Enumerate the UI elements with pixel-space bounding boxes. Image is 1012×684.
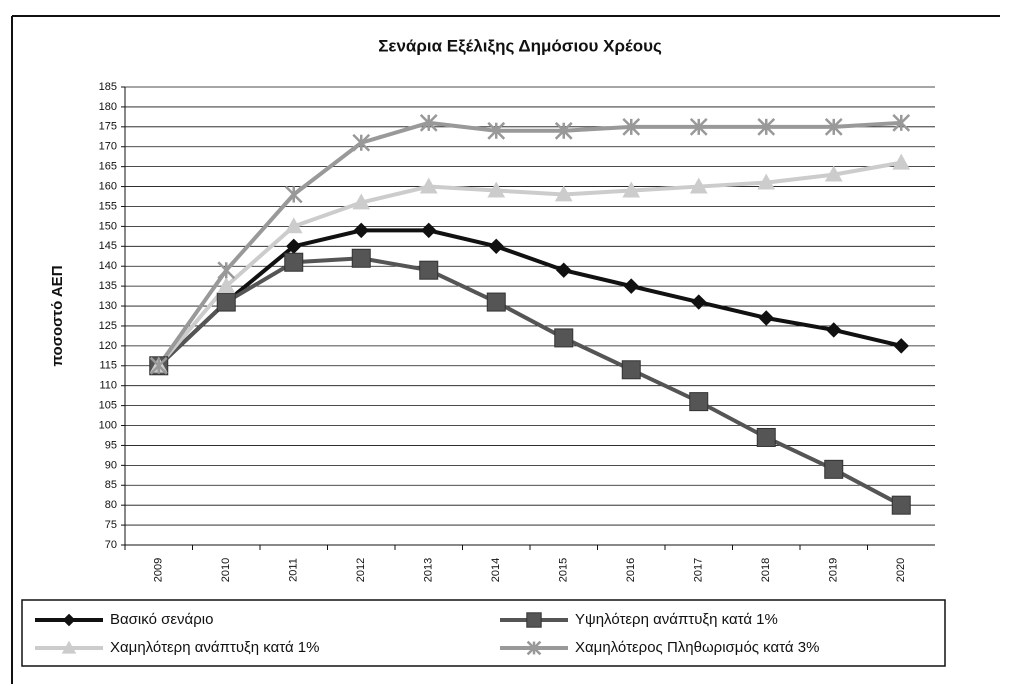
- y-tick-label: 130: [99, 300, 117, 312]
- marker: [691, 294, 707, 310]
- series-line: [157, 160, 902, 368]
- marker: [824, 459, 844, 479]
- marker: [826, 322, 842, 338]
- legend-label: Χαμηλότερη ανάπτυξη κατά 1%: [110, 639, 320, 656]
- y-tick-label: 70: [105, 539, 117, 551]
- legend-label: Βασικό σενάριο: [110, 611, 213, 628]
- y-tick-label: 105: [99, 400, 117, 412]
- y-tick-label: 140: [99, 260, 117, 272]
- marker: [824, 165, 843, 182]
- marker: [758, 310, 774, 326]
- y-tick-label: 115: [99, 360, 117, 372]
- marker: [892, 113, 911, 132]
- x-tick-label: 2013: [423, 558, 435, 582]
- marker: [893, 338, 909, 354]
- y-tick-label: 155: [99, 200, 117, 212]
- marker: [284, 252, 304, 272]
- marker: [61, 640, 77, 654]
- y-tick-label: 75: [105, 519, 117, 531]
- legend-label: Υψηλότερη ανάπτυξη κατά 1%: [575, 611, 778, 628]
- marker: [419, 260, 439, 280]
- marker: [689, 392, 709, 412]
- marker: [756, 427, 776, 447]
- series-line: [157, 256, 903, 507]
- marker: [757, 173, 776, 190]
- marker: [284, 217, 303, 234]
- marker: [556, 262, 572, 278]
- y-axis-label: ποσοστό ΑΕΠ: [49, 265, 66, 366]
- marker: [526, 612, 542, 628]
- marker: [353, 222, 369, 239]
- marker: [689, 117, 708, 136]
- marker: [622, 181, 641, 198]
- x-tick-label: 2018: [760, 558, 772, 582]
- x-tick-label: 2016: [625, 558, 637, 582]
- y-tick-label: 175: [99, 121, 117, 133]
- marker: [554, 328, 574, 348]
- x-tick-label: 2020: [895, 558, 907, 582]
- x-tick-label: 2010: [220, 558, 232, 582]
- x-tick-label: 2014: [490, 558, 502, 582]
- y-tick-label: 100: [99, 419, 117, 431]
- y-tick-label: 80: [105, 499, 117, 511]
- legend-box: [21, 599, 946, 667]
- marker: [421, 222, 437, 239]
- y-tick-label: 135: [99, 280, 117, 292]
- marker: [419, 177, 438, 194]
- series-line: [157, 228, 902, 368]
- x-tick-label: 2012: [355, 558, 367, 582]
- marker: [526, 640, 542, 656]
- y-tick-label: 125: [99, 320, 117, 332]
- y-tick-label: 110: [99, 380, 117, 392]
- marker: [554, 121, 573, 140]
- x-tick-label: 2017: [693, 558, 705, 582]
- y-tick-label: 85: [105, 479, 117, 491]
- y-tick-label: 95: [105, 439, 117, 451]
- marker: [554, 185, 573, 202]
- x-tick-label: 2019: [828, 558, 840, 582]
- x-tick-label: 2011: [288, 558, 300, 582]
- marker: [486, 292, 506, 312]
- marker: [757, 117, 776, 136]
- marker: [352, 133, 371, 152]
- y-tick-label: 160: [99, 180, 117, 192]
- marker: [892, 153, 911, 170]
- marker: [352, 193, 371, 210]
- marker: [351, 248, 371, 268]
- marker: [623, 278, 639, 294]
- marker: [621, 360, 641, 380]
- marker: [487, 121, 506, 140]
- y-tick-label: 185: [99, 81, 117, 93]
- series-line: [157, 120, 902, 367]
- marker: [891, 495, 911, 515]
- marker: [689, 177, 708, 194]
- y-tick-label: 180: [99, 101, 117, 113]
- y-tick-label: 165: [99, 161, 117, 173]
- marker: [488, 238, 504, 255]
- x-tick-label: 2015: [558, 558, 570, 582]
- y-tick-label: 120: [99, 340, 117, 352]
- chart-title: Σενάρια Εξέλιξης Δημόσιου Χρέους: [378, 36, 662, 55]
- x-tick-label: 2009: [153, 558, 165, 582]
- marker: [284, 185, 303, 204]
- marker: [216, 292, 236, 312]
- marker: [149, 356, 168, 375]
- marker: [419, 113, 438, 132]
- marker: [217, 277, 236, 294]
- y-tick-label: 90: [105, 459, 117, 471]
- marker: [487, 181, 506, 198]
- legend-label: Χαμηλότερος Πληθωρισμός κατά 3%: [575, 639, 819, 656]
- marker: [217, 261, 236, 280]
- y-tick-label: 170: [99, 141, 117, 153]
- marker: [62, 613, 76, 627]
- marker: [824, 117, 843, 136]
- y-tick-label: 150: [99, 220, 117, 232]
- marker: [622, 117, 641, 136]
- y-tick-label: 145: [99, 240, 117, 252]
